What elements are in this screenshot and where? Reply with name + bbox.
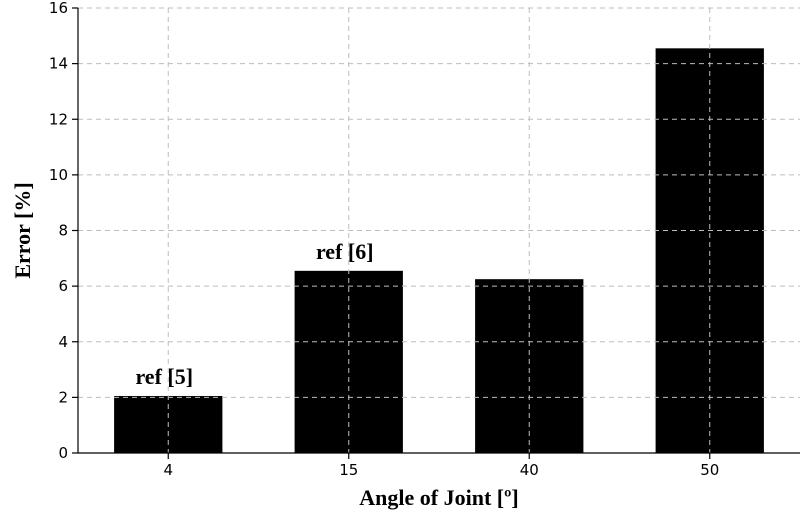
y-ticks: 0 2 4 6 8 10 12 14 16 [49, 0, 78, 462]
x-tick-label: 4 [163, 461, 173, 479]
x-tick-label: 40 [520, 461, 539, 479]
y-tick-label: 14 [49, 55, 68, 73]
x-tick-label: 15 [339, 461, 358, 479]
x-axis-title: Angle of Joint [º] [359, 485, 518, 510]
y-axis-title: Error [%] [10, 182, 35, 278]
bar-annotations: ref [5] ref [6] [135, 239, 373, 389]
y-tick-label: 8 [58, 222, 68, 240]
y-tick-label: 4 [58, 333, 68, 351]
y-tick-label: 0 [58, 444, 68, 462]
bars [114, 48, 764, 453]
bar-annotation: ref [5] [135, 364, 193, 389]
y-tick-label: 16 [49, 0, 68, 17]
x-ticks: 4 15 40 50 [163, 453, 719, 479]
y-tick-label: 12 [49, 110, 68, 128]
bar-annotation: ref [6] [316, 239, 374, 264]
y-tick-label: 2 [58, 388, 68, 406]
y-tick-label: 10 [49, 166, 68, 184]
y-tick-label: 6 [58, 277, 68, 295]
x-tick-label: 50 [700, 461, 719, 479]
bar-50 [655, 48, 764, 453]
